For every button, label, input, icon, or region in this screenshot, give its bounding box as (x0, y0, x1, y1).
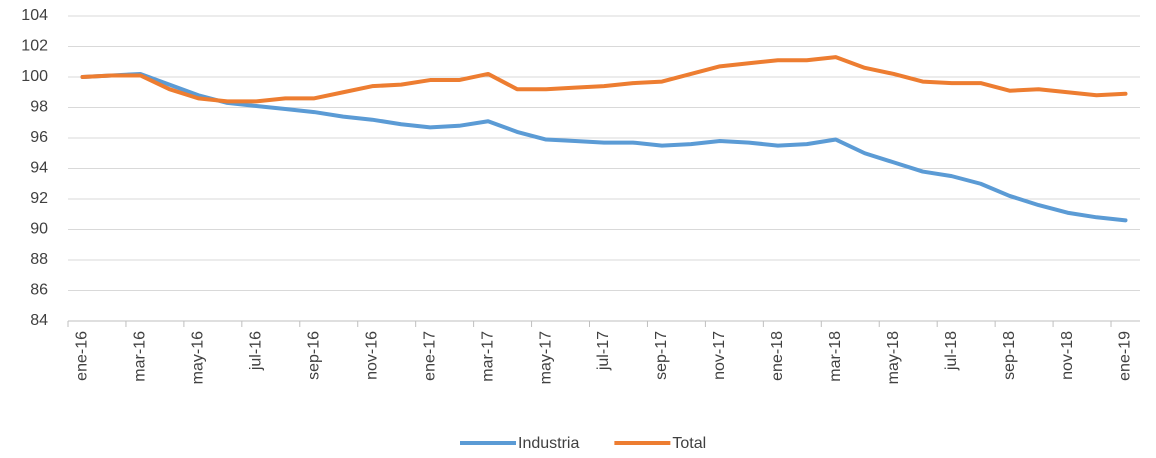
y-tick-label: 96 (30, 129, 48, 146)
x-tick-label: may-16 (190, 331, 207, 384)
x-tick-label: ene-18 (769, 331, 786, 381)
x-tick-label: sep-17 (653, 331, 670, 380)
y-tick-label: 84 (30, 312, 48, 329)
legend-label: Total (672, 435, 706, 452)
y-tick-label: 90 (30, 221, 48, 238)
x-tick-label: mar-17 (479, 331, 496, 382)
x-tick-label: jul-18 (943, 331, 960, 371)
x-tick-label: jul-17 (595, 331, 612, 371)
y-tick-label: 92 (30, 190, 48, 207)
series-line (80, 71, 1128, 223)
x-tick-label: jul-16 (248, 331, 265, 371)
x-tick-label: sep-18 (1001, 331, 1018, 380)
y-tick-label: 94 (30, 160, 48, 177)
x-tick-label: nov-17 (711, 331, 728, 380)
x-tick-label: ene-16 (74, 331, 91, 381)
x-tick-label: sep-16 (305, 331, 322, 380)
x-tick-label: nov-18 (1059, 331, 1076, 380)
y-tick-label: 104 (21, 7, 48, 24)
x-tick-label: mar-18 (827, 331, 844, 382)
y-tick-label: 88 (30, 251, 48, 268)
x-tick-label: nov-16 (363, 331, 380, 380)
series-line (80, 55, 1128, 104)
x-tick-label: mar-16 (132, 331, 149, 382)
x-tick-label: may-17 (537, 331, 554, 384)
y-tick-label: 100 (21, 68, 48, 85)
y-tick-label: 102 (21, 38, 48, 55)
y-tick-label: 98 (30, 99, 48, 116)
x-tick-label: ene-19 (1117, 331, 1134, 381)
x-tick-label: may-18 (885, 331, 902, 384)
legend-label: Industria (518, 435, 579, 452)
y-tick-label: 86 (30, 282, 48, 299)
x-tick-label: ene-17 (421, 331, 438, 381)
